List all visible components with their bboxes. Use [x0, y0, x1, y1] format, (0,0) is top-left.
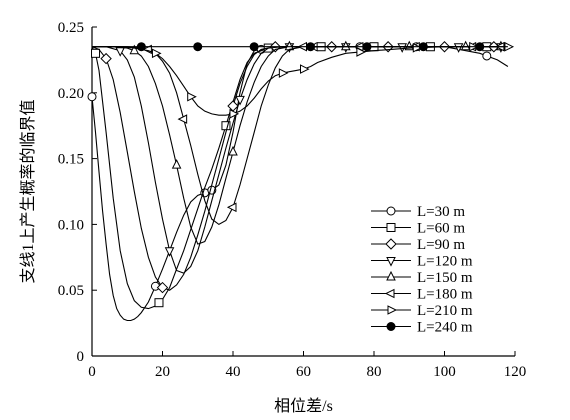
- data-point: [164, 247, 175, 257]
- legend-label: L=240 m: [417, 320, 473, 336]
- legend-label: L=120 m: [417, 254, 473, 270]
- legend-item: L=180 m: [371, 287, 473, 303]
- series-line: [92, 46, 508, 116]
- x-tick-label: 100: [433, 364, 456, 380]
- data-point: [100, 52, 112, 65]
- x-tick-label: 40: [226, 364, 241, 380]
- data-point: [475, 42, 485, 52]
- x-tick-label: 120: [504, 364, 527, 380]
- series-7: [92, 41, 515, 119]
- data-point: [193, 42, 203, 52]
- legend-item: L=30 m: [371, 204, 465, 220]
- data-point: [340, 40, 351, 51]
- data-point: [87, 92, 97, 102]
- legend-item: L=210 m: [371, 303, 473, 319]
- data-point: [228, 145, 238, 156]
- data-point: [171, 159, 182, 169]
- data-point: [249, 42, 259, 52]
- legend-label: L=30 m: [417, 204, 465, 220]
- legend-item: L=60 m: [371, 221, 465, 237]
- data-point: [229, 109, 240, 119]
- y-axis-label: 支线1上产生概率的临界值: [19, 99, 37, 283]
- legend-marker: [385, 238, 397, 250]
- y-tick-label: 0.10: [58, 217, 84, 233]
- data-point: [235, 95, 245, 106]
- legend-label: L=150 m: [417, 270, 473, 286]
- legend-item: L=240 m: [371, 320, 473, 336]
- x-tick-label: 0: [88, 364, 96, 380]
- data-point: [278, 68, 289, 78]
- data-point: [154, 298, 164, 308]
- legend: L=30 mL=60 mL=90 mL=120 mL=150 mL=180 mL…: [371, 204, 473, 336]
- legend-marker: [386, 257, 396, 267]
- data-point: [412, 42, 423, 53]
- data-point: [136, 42, 146, 52]
- data-point: [156, 281, 169, 294]
- data-point: [482, 51, 492, 61]
- data-point: [177, 114, 188, 124]
- x-axis-ticks: 0 20 40 60 80 100 120: [88, 351, 526, 380]
- y-tick-label: 0.20: [58, 86, 84, 102]
- legend-marker: [386, 270, 396, 281]
- data-point: [397, 43, 408, 53]
- data-point: [91, 48, 101, 58]
- data-point: [300, 64, 310, 74]
- x-tick-label: 20: [155, 364, 170, 380]
- legend-label: L=90 m: [417, 237, 465, 253]
- y-tick-label: 0.15: [58, 152, 84, 168]
- y-tick-label: 0.05: [58, 283, 84, 299]
- legend-label: L=180 m: [417, 287, 473, 303]
- legend-item: L=120 m: [371, 254, 473, 270]
- data-point: [460, 40, 471, 51]
- series-8: [92, 42, 508, 52]
- legend-item: L=150 m: [371, 270, 473, 286]
- legend-item: L=90 m: [371, 237, 465, 253]
- x-tick-label: 80: [367, 364, 382, 380]
- x-tick-label: 60: [296, 364, 311, 380]
- data-point: [226, 202, 237, 213]
- legend-label: L=210 m: [417, 303, 473, 319]
- data-point: [187, 91, 197, 102]
- legend-label: L=60 m: [417, 221, 465, 237]
- data-point: [129, 44, 140, 55]
- y-axis-ticks: 0 0.05 0.10 0.15 0.20 0.25: [58, 20, 97, 365]
- data-point: [362, 42, 372, 52]
- data-point: [151, 48, 162, 59]
- legend-marker: [386, 206, 396, 216]
- legend-marker: [386, 322, 396, 331]
- data-point: [221, 121, 231, 131]
- data-point: [306, 42, 316, 52]
- data-point: [453, 43, 464, 53]
- legend-marker: [386, 223, 396, 232]
- y-tick-label: 0: [77, 349, 85, 365]
- legend-marker: [384, 288, 395, 299]
- series-layer: [87, 40, 515, 322]
- data-point: [356, 47, 367, 57]
- legend-marker: [387, 305, 398, 315]
- series-line: [92, 46, 508, 226]
- x-axis-label: 相位差/s: [274, 397, 333, 415]
- data-point: [418, 42, 428, 52]
- y-tick-label: 0.25: [58, 20, 84, 36]
